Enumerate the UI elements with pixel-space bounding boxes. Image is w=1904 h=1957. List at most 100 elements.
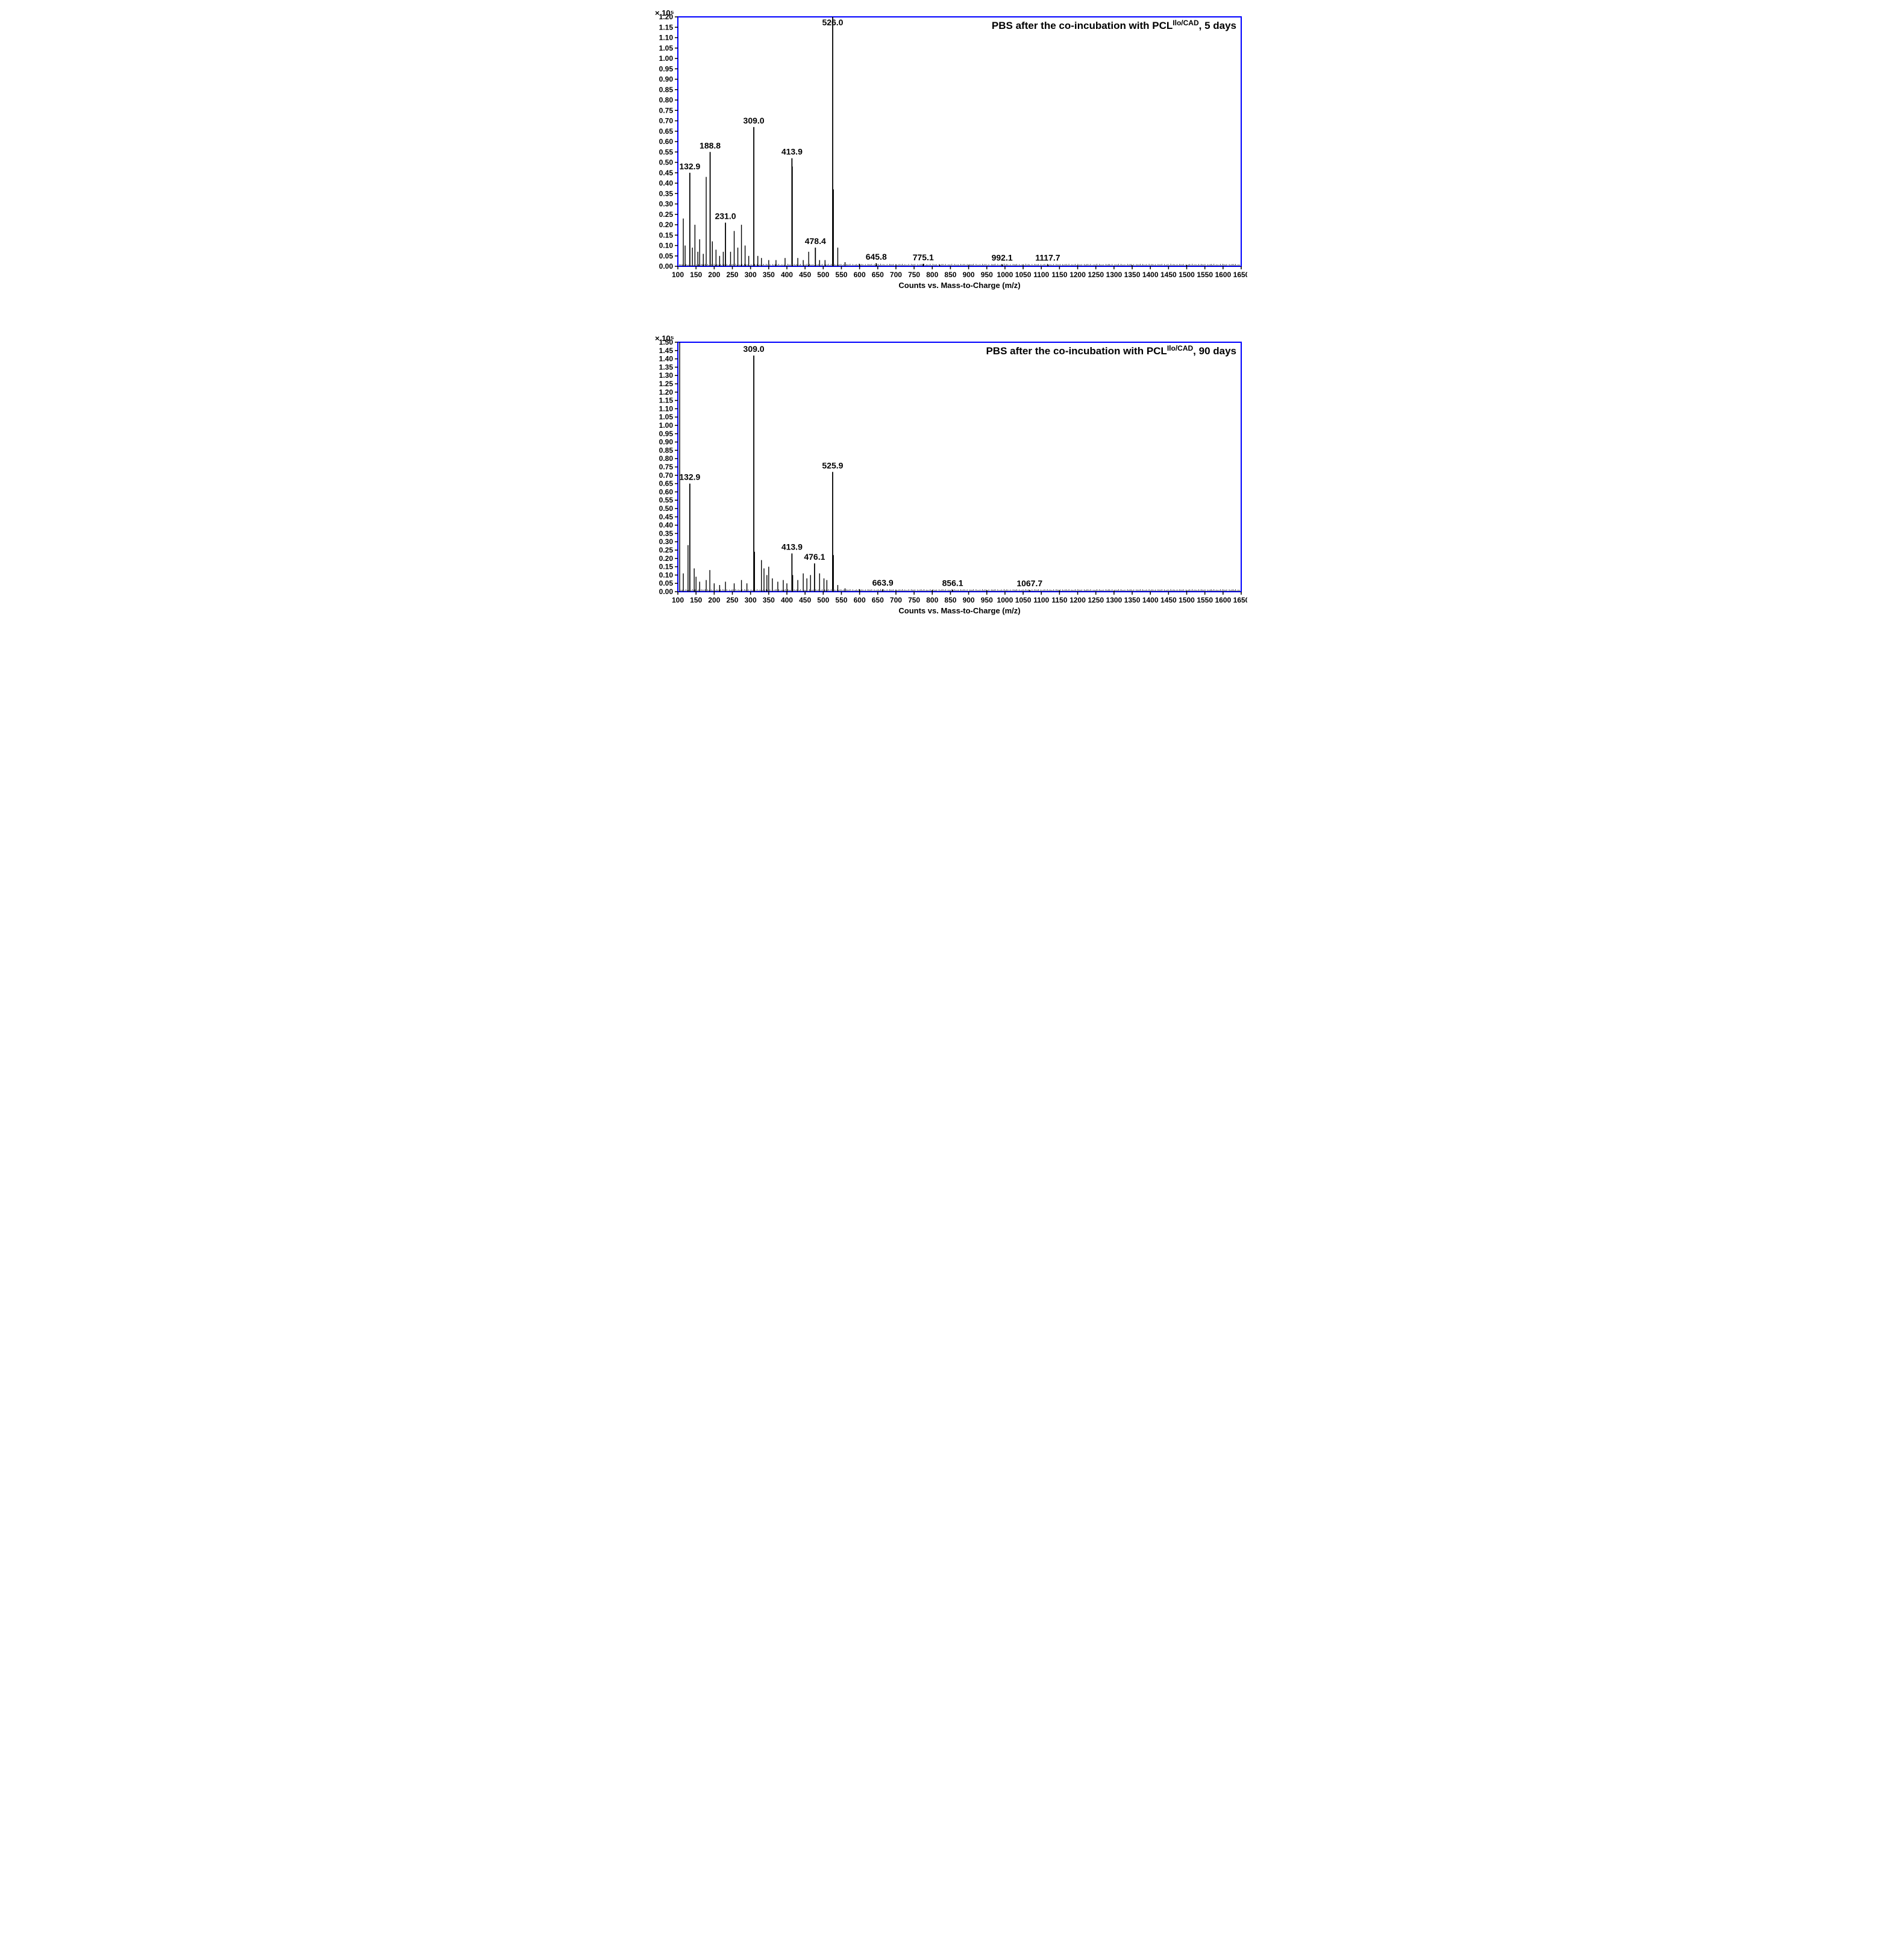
title-prefix: PBS after the co-incubation with PCL bbox=[992, 20, 1173, 31]
x-tick-label: 650 bbox=[872, 596, 884, 604]
x-tick-label: 1050 bbox=[1015, 596, 1032, 604]
y-tick-label: 0.15 bbox=[659, 563, 674, 571]
y-tick-label: 1.30 bbox=[659, 371, 674, 380]
x-tick-label: 300 bbox=[745, 596, 757, 604]
x-tick-label: 1350 bbox=[1124, 271, 1141, 279]
peak-label: 309.0 bbox=[744, 116, 765, 125]
y-tick-label: 0.75 bbox=[659, 106, 674, 114]
y-tick-label: 0.90 bbox=[659, 438, 674, 446]
x-tick-label: 100 bbox=[672, 271, 684, 279]
y-tick-label: 0.50 bbox=[659, 158, 674, 167]
y-axis: 0.000.050.100.150.200.250.300.350.400.45… bbox=[659, 338, 678, 596]
mass-spectrum-chart: 0.000.050.100.150.200.250.300.350.400.45… bbox=[645, 6, 1247, 295]
y-tick-label: 1.40 bbox=[659, 355, 674, 363]
x-tick-label: 250 bbox=[726, 596, 738, 604]
x-tick-label: 900 bbox=[963, 596, 975, 604]
x-tick-label: 850 bbox=[944, 596, 956, 604]
x-tick-label: 1400 bbox=[1142, 596, 1159, 604]
y-tick-label: 0.30 bbox=[659, 200, 674, 208]
x-tick-label: 1450 bbox=[1160, 271, 1177, 279]
y-tick-label: 0.30 bbox=[659, 537, 674, 546]
x-tick-label: 1200 bbox=[1069, 596, 1086, 604]
y-tick-label: 0.05 bbox=[659, 252, 674, 260]
x-tick-label: 450 bbox=[799, 596, 811, 604]
x-axis: 1001502002503003504004505005506006507007… bbox=[672, 266, 1247, 279]
y-tick-label: 0.80 bbox=[659, 454, 674, 463]
x-tick-label: 1250 bbox=[1088, 596, 1104, 604]
peak-label: 132.9 bbox=[679, 472, 700, 482]
y-tick-label: 1.45 bbox=[659, 346, 674, 355]
peak-label: 525.9 bbox=[822, 460, 843, 470]
plot-border bbox=[678, 342, 1241, 592]
title-suffix: , 5 days bbox=[1199, 20, 1236, 31]
peak-label: 188.8 bbox=[700, 140, 721, 150]
y-tick-label: 0.80 bbox=[659, 96, 674, 104]
x-tick-label: 900 bbox=[963, 271, 975, 279]
x-tick-label: 1500 bbox=[1179, 271, 1195, 279]
x-tick-label: 1300 bbox=[1106, 596, 1123, 604]
y-tick-label: 1.10 bbox=[659, 34, 674, 42]
y-tick-label: 0.70 bbox=[659, 117, 674, 125]
y-tick-label: 0.25 bbox=[659, 210, 674, 219]
x-tick-label: 1600 bbox=[1215, 596, 1231, 604]
y-tick-label: 0.60 bbox=[659, 487, 674, 496]
x-tick-label: 700 bbox=[890, 596, 902, 604]
x-tick-label: 1500 bbox=[1179, 596, 1195, 604]
x-tick-label: 600 bbox=[854, 271, 866, 279]
peak-label: 309.0 bbox=[744, 344, 765, 354]
x-tick-label: 1450 bbox=[1160, 596, 1177, 604]
x-tick-label: 850 bbox=[944, 271, 956, 279]
peak-label: 476.1 bbox=[804, 552, 825, 562]
y-tick-label: 0.00 bbox=[659, 587, 674, 596]
y-tick-label: 1.00 bbox=[659, 54, 674, 63]
title-suffix: , 90 days bbox=[1193, 345, 1236, 357]
peak-label: 992.1 bbox=[992, 253, 1013, 263]
x-tick-label: 800 bbox=[926, 271, 938, 279]
x-axis-label: Counts vs. Mass-to-Charge (m/z) bbox=[898, 606, 1020, 615]
x-tick-label: 1350 bbox=[1124, 596, 1141, 604]
y-axis-exponent-label: × 10⁵ bbox=[655, 334, 674, 343]
panel-title: PBS after the co-incubation with PCLIlo/… bbox=[992, 19, 1236, 31]
y-tick-label: 0.10 bbox=[659, 571, 674, 579]
x-tick-label: 400 bbox=[781, 596, 793, 604]
y-tick-label: 0.50 bbox=[659, 504, 674, 513]
x-tick-label: 600 bbox=[854, 596, 866, 604]
y-tick-label: 0.55 bbox=[659, 148, 674, 156]
x-tick-label: 300 bbox=[745, 271, 757, 279]
x-tick-label: 150 bbox=[690, 271, 702, 279]
title-prefix: PBS after the co-incubation with PCL bbox=[986, 345, 1167, 357]
x-tick-label: 750 bbox=[908, 596, 920, 604]
x-tick-label: 1300 bbox=[1106, 271, 1123, 279]
y-tick-label: 0.95 bbox=[659, 430, 674, 438]
peak-label: 413.9 bbox=[781, 147, 803, 157]
y-tick-label: 0.15 bbox=[659, 231, 674, 239]
peak-label: 132.9 bbox=[679, 161, 700, 171]
peak-label: 775.1 bbox=[913, 252, 934, 262]
x-tick-label: 250 bbox=[726, 271, 738, 279]
y-tick-label: 0.20 bbox=[659, 221, 674, 229]
y-tick-label: 0.10 bbox=[659, 242, 674, 250]
y-tick-label: 1.05 bbox=[659, 413, 674, 421]
x-tick-label: 1550 bbox=[1197, 271, 1213, 279]
x-tick-label: 800 bbox=[926, 596, 938, 604]
x-tick-label: 200 bbox=[708, 271, 720, 279]
x-tick-label: 700 bbox=[890, 271, 902, 279]
x-tick-label: 500 bbox=[817, 271, 829, 279]
x-tick-label: 1000 bbox=[997, 271, 1013, 279]
page: 0.000.050.100.150.200.250.300.350.400.45… bbox=[645, 6, 1259, 621]
peak-label: 645.8 bbox=[866, 252, 887, 261]
y-tick-label: 1.00 bbox=[659, 421, 674, 430]
y-tick-label: 0.85 bbox=[659, 86, 674, 94]
y-tick-label: 0.05 bbox=[659, 579, 674, 587]
y-tick-label: 1.35 bbox=[659, 363, 674, 371]
x-tick-label: 750 bbox=[908, 271, 920, 279]
panel-top: 0.000.050.100.150.200.250.300.350.400.45… bbox=[645, 6, 1259, 295]
x-tick-label: 550 bbox=[835, 596, 847, 604]
x-tick-label: 350 bbox=[763, 596, 775, 604]
peak-label: 663.9 bbox=[872, 578, 894, 587]
y-tick-label: 0.40 bbox=[659, 521, 674, 530]
y-tick-label: 1.20 bbox=[659, 388, 674, 396]
y-axis-exponent-label: × 10⁵ bbox=[655, 8, 674, 17]
peak-label: 856.1 bbox=[942, 578, 963, 588]
title-superscript: Ilo/CAD bbox=[1167, 344, 1194, 352]
